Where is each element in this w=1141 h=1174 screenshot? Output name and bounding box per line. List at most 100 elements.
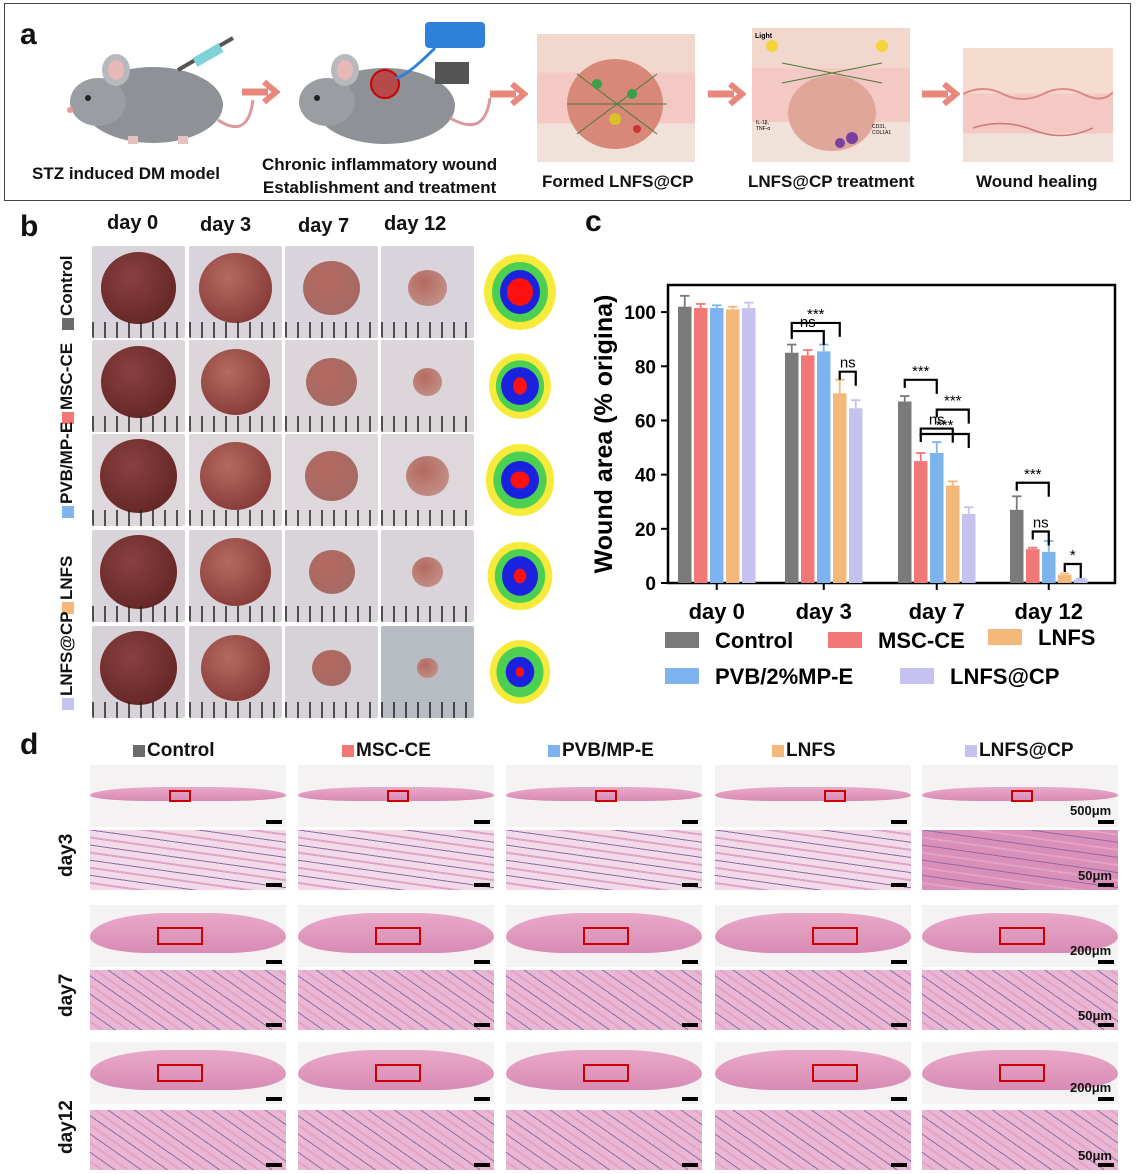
y-tick-label: 80 <box>635 357 656 378</box>
histology-overview-image <box>922 905 1118 967</box>
significance-label: *** <box>1024 466 1042 483</box>
scale-bar <box>474 960 490 964</box>
bar <box>1026 549 1040 583</box>
inset-light-label: Light <box>755 33 773 40</box>
wound-area <box>198 253 273 323</box>
tissue-section <box>715 787 911 801</box>
histology-magnified-image <box>922 830 1118 890</box>
scale-bar <box>266 883 282 887</box>
wound-photo <box>381 434 474 526</box>
ruler-scale <box>285 510 378 526</box>
tissue-section <box>298 913 494 953</box>
scale-bar <box>682 960 698 964</box>
tissue-section <box>506 1050 702 1090</box>
scale-bar <box>266 1163 282 1167</box>
scale-bar <box>891 820 907 824</box>
wound-area <box>302 260 360 316</box>
histology-group-header-text: Control <box>147 740 215 761</box>
wound-area <box>411 557 444 587</box>
scale-bar <box>474 1023 490 1027</box>
scale-bar <box>1098 820 1114 824</box>
histology-group-header-text: LNFS <box>786 740 836 761</box>
ruler-scale <box>92 416 185 432</box>
wound-area <box>199 441 272 511</box>
zoom-region-box <box>1011 790 1033 802</box>
significance-bracket <box>1015 481 1050 497</box>
bar <box>726 309 740 583</box>
bar <box>1074 579 1088 583</box>
x-tick-label: day 7 <box>909 599 965 624</box>
bar <box>946 485 960 583</box>
group-row-label: LNFS <box>57 556 77 614</box>
ruler-scale <box>285 702 378 718</box>
step-caption: Wound healing <box>976 172 1098 191</box>
scale-label: 50μm <box>1078 868 1112 883</box>
histology-group-header: Control <box>133 740 215 762</box>
zoom-region-box <box>595 790 617 802</box>
ruler-scale <box>189 322 282 338</box>
tissue-section <box>298 1050 494 1090</box>
histology-magnified-image <box>298 830 494 890</box>
wound-photo <box>189 340 282 432</box>
wound-photo <box>92 626 185 718</box>
wound-area <box>412 368 443 396</box>
wound-area <box>99 535 178 609</box>
scale-bar <box>682 883 698 887</box>
histology-magnified-image <box>715 1110 911 1170</box>
wound-photo <box>285 246 378 338</box>
scale-bar <box>474 1163 490 1167</box>
significance-label: *** <box>936 417 954 434</box>
legend-label: PVB/2%MP-E <box>715 664 853 689</box>
group-color-swatch <box>342 744 354 757</box>
significance-bracket <box>838 370 857 386</box>
wound-photo <box>381 626 474 718</box>
histology-magnified-image <box>922 1110 1118 1170</box>
wound-photo <box>189 434 282 526</box>
significance-bracket <box>919 427 954 443</box>
legend-swatch <box>665 632 699 648</box>
scale-label: 500μm <box>1070 803 1112 818</box>
wound-photo <box>381 340 474 432</box>
histology-overview-image <box>922 1042 1118 1104</box>
tissue-section <box>922 1050 1118 1090</box>
step-caption: STZ induced DM model <box>32 164 220 183</box>
significance-label: * <box>1070 547 1076 564</box>
histology-magnified-image <box>90 1110 286 1170</box>
histology-magnified-image <box>90 970 286 1030</box>
scale-bar <box>474 820 490 824</box>
histology-group-header-text: PVB/MP-E <box>562 740 654 761</box>
wound-contour-overlay <box>482 440 558 520</box>
step-caption: Chronic inflammatory wound Establishment… <box>262 155 498 197</box>
significance-bracket <box>1063 562 1082 579</box>
histology-overview-image <box>506 1042 702 1104</box>
panel-c-letter: c <box>585 205 602 238</box>
legend-swatch <box>665 668 699 684</box>
histology-overview-image <box>90 765 286 827</box>
bar <box>833 393 847 583</box>
plot-frame <box>666 283 1117 585</box>
ruler-scale <box>92 322 185 338</box>
scale-bar <box>891 1163 907 1167</box>
wound-photo <box>285 434 378 526</box>
wound-area <box>199 537 272 607</box>
tissue-section <box>506 787 702 801</box>
day-header: day 7 <box>298 215 350 237</box>
wound-photo <box>189 530 282 622</box>
bar <box>914 461 928 583</box>
bar <box>694 308 708 583</box>
group-color-swatch <box>772 744 784 757</box>
wound-photo <box>381 246 474 338</box>
scale-bar <box>1098 1023 1114 1027</box>
significance-bracket <box>919 432 970 448</box>
legend-swatch <box>988 629 1022 645</box>
ruler-scale <box>285 606 378 622</box>
inset-cytokine-label: IL-1β, TNF-α <box>756 120 771 132</box>
ruler-scale <box>381 322 474 338</box>
histology-magnified-image <box>506 970 702 1030</box>
significance-bracket <box>790 321 841 337</box>
day-header: day 0 <box>107 212 159 234</box>
ruler-scale <box>285 322 378 338</box>
group-row-label-text: PVB/MP-E <box>57 421 76 504</box>
group-row-label-text: Control <box>57 255 76 316</box>
